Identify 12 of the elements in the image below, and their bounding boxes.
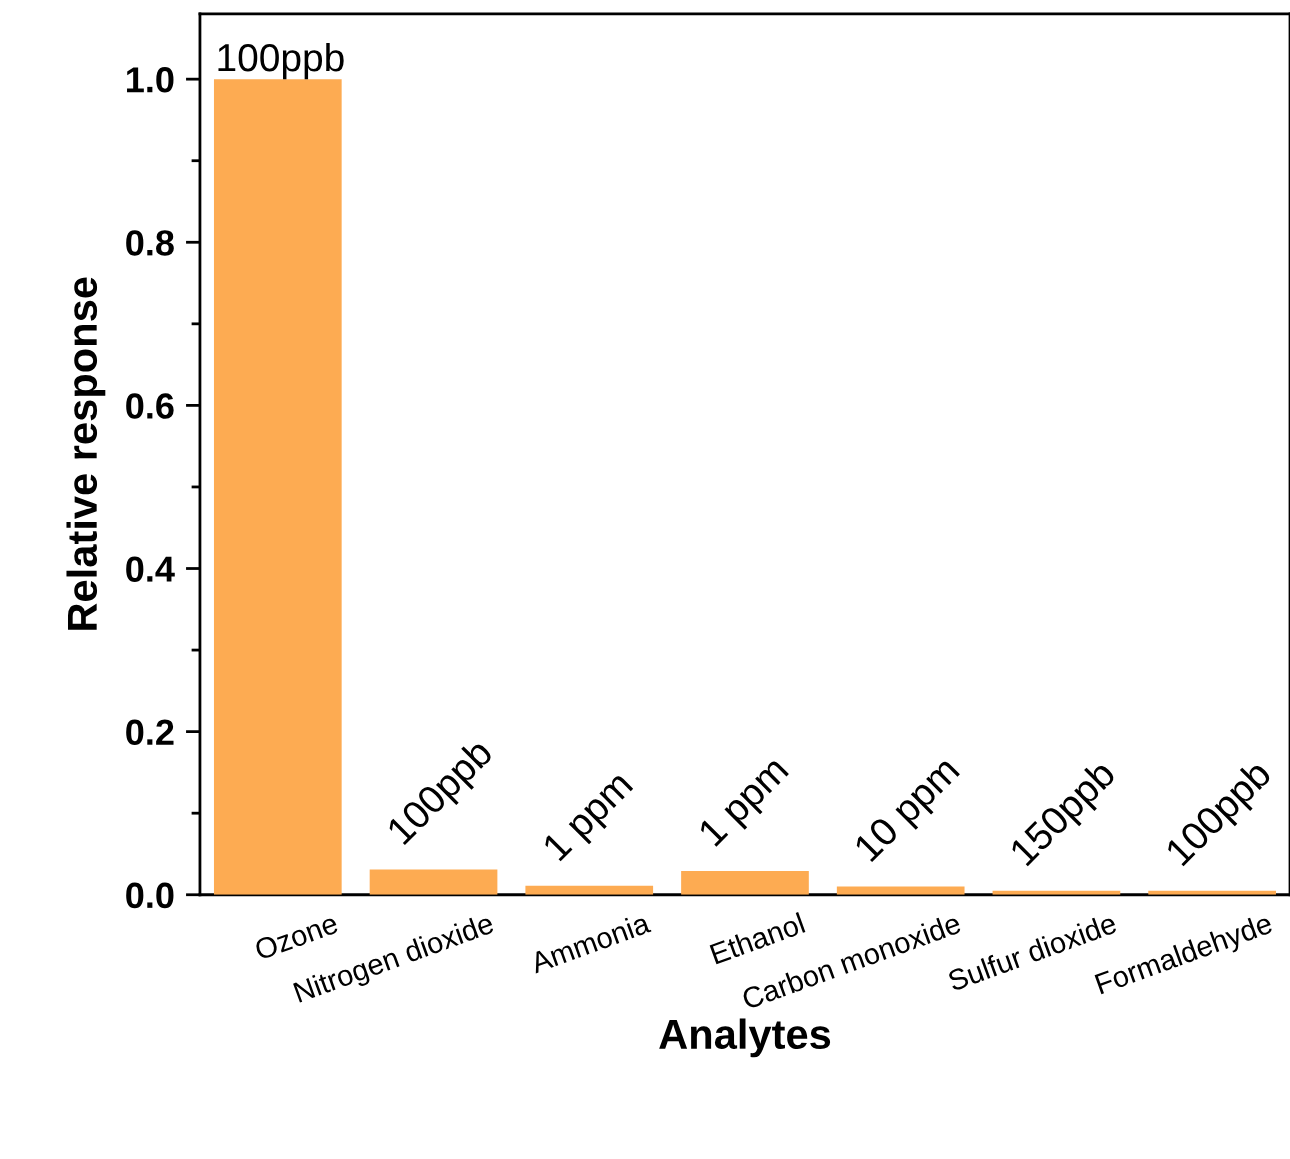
y-tick-label: 0.8 bbox=[126, 230, 174, 256]
bar bbox=[213, 79, 342, 895]
annotation: 100ppb bbox=[218, 42, 344, 80]
y-tick-label: 1.0 bbox=[127, 67, 174, 93]
bar bbox=[681, 871, 809, 895]
y-tick-label: 0.6 bbox=[126, 393, 174, 419]
y-tick-label: 0.4 bbox=[126, 556, 175, 582]
y-tick-label: 0.2 bbox=[126, 719, 174, 746]
x-axis-title: Analytes bbox=[659, 1018, 831, 1058]
y-axis-title: Relative response bbox=[66, 277, 106, 630]
bar bbox=[369, 869, 498, 895]
y-tick-label: 0.0 bbox=[126, 882, 174, 909]
